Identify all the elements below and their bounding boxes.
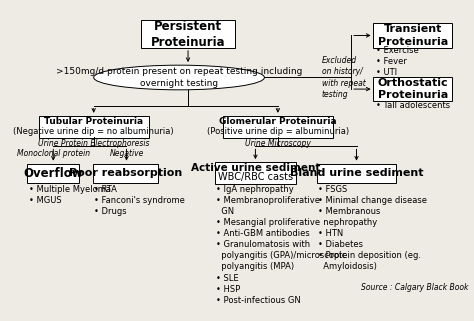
FancyBboxPatch shape [92,164,158,183]
Text: Transient
Proteinuria: Transient Proteinuria [377,24,448,47]
Text: Monoclonal protein: Monoclonal protein [17,149,90,158]
Ellipse shape [94,65,264,90]
Text: Negative: Negative [109,149,144,158]
Text: >150mg/d protein present on repeat testing including
overnight testing: >150mg/d protein present on repeat testi… [56,67,302,88]
Text: • RTA
• Fanconi's syndrome
• Drugs: • RTA • Fanconi's syndrome • Drugs [94,185,184,216]
FancyBboxPatch shape [141,20,235,48]
FancyBboxPatch shape [374,23,452,48]
Text: Glomerular Proteinuria: Glomerular Proteinuria [219,117,337,126]
Text: Orthostatic
Proteinuria: Orthostatic Proteinuria [377,78,448,100]
FancyBboxPatch shape [27,164,79,183]
Text: Tubular Proteinuria: Tubular Proteinuria [44,117,143,126]
FancyBboxPatch shape [374,77,452,101]
Text: (Negative urine dip = no albuminuria): (Negative urine dip = no albuminuria) [13,126,174,135]
Text: Urine Protein Electrophoresis: Urine Protein Electrophoresis [38,139,149,148]
Text: (Positive urine dip = albuminuria): (Positive urine dip = albuminuria) [207,126,349,135]
FancyBboxPatch shape [215,162,296,184]
Text: Bland urine sediment: Bland urine sediment [290,168,423,178]
Text: • FSGS
• Minimal change disease
• Membranous
  nephropathy
• HTN
• Diabetes
• Pr: • FSGS • Minimal change disease • Membra… [319,185,428,272]
FancyBboxPatch shape [39,116,149,138]
Text: Overflow: Overflow [23,167,83,180]
FancyBboxPatch shape [223,116,333,138]
Text: Poor reabsorption: Poor reabsorption [69,168,182,178]
Text: • Tall adolescents: • Tall adolescents [376,101,450,110]
Text: • IgA nephropathy
• Membranoproliferative
  GN
• Mesangial proliferative
• Anti-: • IgA nephropathy • Membranoproliferativ… [216,185,346,305]
FancyBboxPatch shape [317,164,396,183]
Text: • Multiple Myeloma
• MGUS: • Multiple Myeloma • MGUS [29,185,111,205]
Text: Active urine sediment: Active urine sediment [191,163,320,173]
Text: WBC/RBC casts: WBC/RBC casts [218,172,293,183]
Text: Excluded
on history/
with repeat
testing: Excluded on history/ with repeat testing [322,56,365,99]
Text: • Exercise
• Fever
• UTI: • Exercise • Fever • UTI [376,46,419,77]
Text: Source : Calgary Black Book: Source : Calgary Black Book [362,282,469,291]
Text: Urine Microscopy: Urine Microscopy [245,139,311,148]
Text: Persistent
Proteinuria: Persistent Proteinuria [151,20,225,48]
